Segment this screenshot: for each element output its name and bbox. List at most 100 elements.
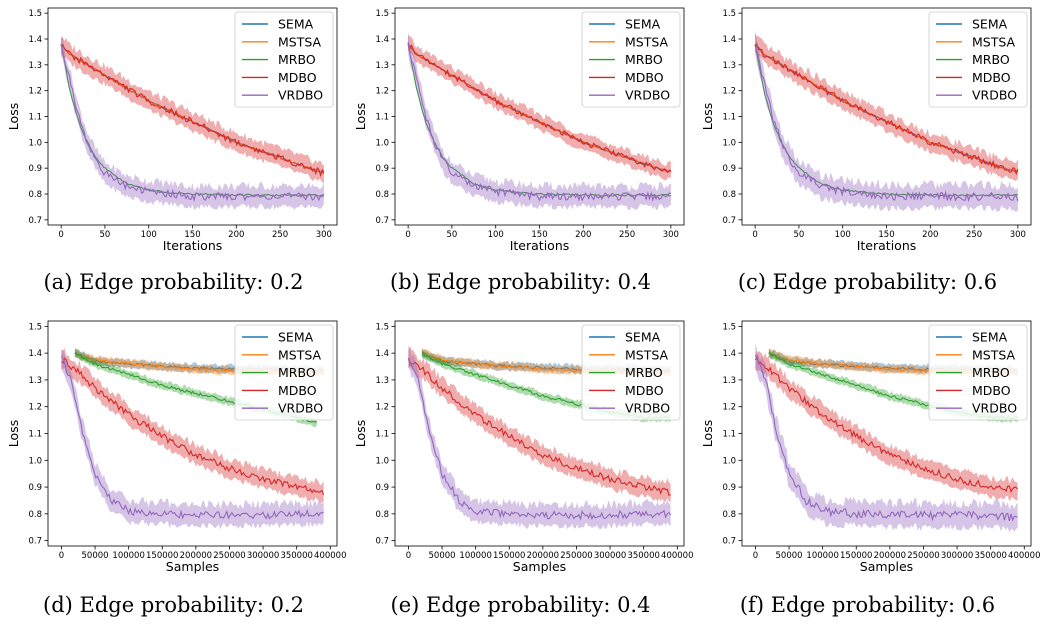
x-tick-label: 0	[752, 230, 757, 240]
x-tick-label: 350000	[280, 551, 312, 561]
x-tick-label: 250000	[560, 551, 592, 561]
legend-label-vrdbo: VRDBO	[278, 401, 323, 416]
y-tick-label: 1.2	[375, 87, 389, 97]
subplot-e: 0 50000 100000 150000 200000 250000 300000 3500…	[347, 313, 694, 626]
x-tick-label: 200000	[527, 551, 559, 561]
y-tick-label: 0.8	[28, 190, 42, 200]
x-tick-label: 300	[663, 230, 679, 240]
y-tick-label: 1.2	[375, 403, 389, 413]
y-tick-label: 0.8	[28, 510, 42, 520]
y-axis-label: Loss	[700, 103, 715, 130]
y-tick-label: 0.8	[375, 510, 389, 520]
y-tick-label: 1.2	[28, 403, 42, 413]
series-line-vrdbo	[407, 41, 671, 202]
band-vrdbo	[408, 31, 671, 211]
x-axis-label: Iterations	[857, 238, 917, 253]
x-tick-label: 200000	[874, 551, 906, 561]
y-tick-label: 1.0	[28, 456, 42, 466]
caption-f: (f) Edge probability: 0.6	[739, 593, 996, 617]
legend-label-vrdbo: VRDBO	[972, 88, 1017, 103]
y-tick-label: 1.1	[722, 430, 736, 440]
x-tick-label: 150	[531, 230, 547, 240]
caption-a: (a) Edge probability: 0.2	[43, 270, 304, 294]
y-tick-label: 0.8	[375, 190, 389, 200]
legend-label-mstsa: MSTSA	[625, 34, 669, 49]
legend-label-mrbo: MRBO	[625, 52, 663, 67]
legend: SEMA MSTSA MRBO MDBO VRDBO	[581, 324, 681, 421]
x-tick-label: 100000	[459, 551, 491, 561]
x-axis-label: Iterations	[163, 238, 223, 253]
series-line-mdbo	[407, 357, 671, 496]
x-tick-label: 250	[619, 230, 635, 240]
chart-a-svg: 0 50 100 150 200 250 300 0.7 0.8 0.9 1.0 1.1 1.2 1.3 1…	[6, 7, 338, 253]
x-axis-label: Samples	[513, 559, 566, 574]
y-tick-label: 1.1	[375, 113, 389, 123]
subplot-b: 0 50 100 150 200 250 300 0.7 0.8 0.9 1.0 1.1 1.2 1.3 1…	[347, 0, 694, 313]
legend-label-mrbo: MRBO	[972, 365, 1010, 380]
caption-d: (d) Edge probability: 0.2	[43, 593, 304, 617]
x-tick-label: 100000	[112, 551, 144, 561]
chart-e-svg: 0 50000 100000 150000 200000 250000 300000 3500…	[353, 320, 694, 574]
x-tick-label: 300000	[594, 551, 626, 561]
x-tick-label: 150000	[493, 551, 525, 561]
x-tick-label: 400000	[1008, 551, 1040, 561]
legend-label-mdbo: MDBO	[278, 383, 317, 398]
x-tick-label: 300	[1010, 230, 1026, 240]
chart-f-svg: 0 50000 100000 150000 200000 250000 300000 3500…	[700, 320, 1041, 574]
legend-label-mdbo: MDBO	[278, 70, 317, 85]
x-tick-label: 150000	[840, 551, 872, 561]
legend: SEMA MSTSA MRBO MDBO VRDBO	[234, 324, 334, 421]
y-tick-label: 1.0	[375, 456, 389, 466]
y-tick-label: 0.7	[375, 537, 389, 547]
legend: SEMA MSTSA MRBO MDBO VRDBO	[928, 324, 1028, 421]
legend-label-mstsa: MSTSA	[278, 34, 322, 49]
x-tick-label: 0	[753, 551, 758, 561]
band-vrdbo	[755, 343, 1018, 533]
x-tick-label: 200	[575, 230, 591, 240]
x-tick-label: 150	[878, 230, 894, 240]
legend-label-sema: SEMA	[972, 17, 1008, 32]
legend-label-mstsa: MSTSA	[972, 34, 1016, 49]
band-vrdbo	[61, 349, 324, 530]
y-tick-label: 1.4	[722, 35, 736, 45]
y-tick-label: 0.9	[375, 164, 389, 174]
y-tick-label: 0.9	[28, 483, 42, 493]
x-tick-label: 200000	[180, 551, 212, 561]
y-tick-label: 1.5	[375, 322, 389, 332]
y-axis-label: Loss	[6, 420, 21, 447]
series-line-mrbo	[407, 43, 671, 197]
x-tick-label: 400000	[314, 551, 346, 561]
y-tick-label: 1.4	[722, 349, 736, 359]
band-vrdbo	[61, 36, 324, 211]
legend-label-sema: SEMA	[278, 17, 314, 32]
y-tick-label: 1.2	[28, 87, 42, 97]
x-tick-label: 250	[272, 230, 288, 240]
legend-label-mdbo: MDBO	[972, 70, 1011, 85]
x-axis-label: Samples	[166, 559, 219, 574]
series-line-mdbo	[60, 43, 325, 178]
legend-label-sema: SEMA	[625, 17, 661, 32]
legend-label-mstsa: MSTSA	[278, 347, 322, 362]
x-tick-label: 300000	[247, 551, 279, 561]
series-line-mrbo	[754, 44, 1018, 197]
legend-label-sema: SEMA	[278, 330, 314, 345]
legend-label-mdbo: MDBO	[625, 70, 664, 85]
y-axis-label: Loss	[353, 103, 368, 130]
legend: SEMA MSTSA MRBO MDBO VRDBO	[928, 11, 1028, 108]
x-tick-label: 50000	[429, 551, 456, 561]
y-tick-label: 0.7	[722, 537, 736, 547]
series-line-mdbo	[407, 44, 671, 174]
y-tick-label: 1.1	[375, 430, 389, 440]
band-mdbo	[408, 34, 671, 181]
y-tick-label: 0.9	[722, 483, 736, 493]
caption-c: (c) Edge probability: 0.6	[737, 270, 998, 294]
legend-label-vrdbo: VRDBO	[972, 401, 1017, 416]
legend-label-sema: SEMA	[625, 330, 661, 345]
y-tick-label: 0.7	[28, 537, 42, 547]
series-line-vrdbo	[754, 44, 1019, 203]
y-tick-label: 1.5	[28, 9, 42, 19]
x-tick-label: 100	[835, 230, 851, 240]
y-tick-label: 1.5	[722, 322, 736, 332]
chart-d-svg: 0 50000 100000 150000 200000 250000 300000 3500…	[6, 320, 347, 574]
y-tick-label: 1.5	[375, 9, 389, 19]
